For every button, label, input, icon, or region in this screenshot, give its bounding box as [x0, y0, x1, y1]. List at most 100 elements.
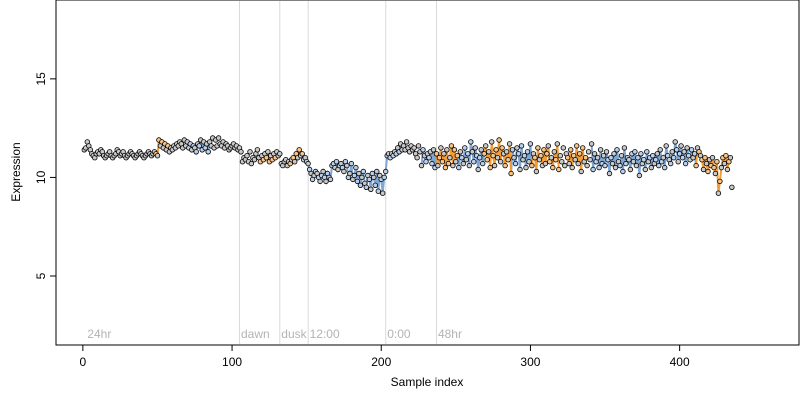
data-point: [415, 143, 422, 149]
data-point: [511, 154, 517, 161]
data-point: [636, 172, 643, 179]
data-point: [299, 151, 305, 157]
data-point: [441, 151, 447, 157]
data-point: [433, 151, 440, 157]
data-point: [632, 149, 638, 155]
section-label-1: dawn: [241, 327, 270, 341]
data-point: [263, 154, 270, 161]
data-point: [727, 154, 734, 161]
data-point: [557, 152, 563, 159]
data-point: [668, 160, 674, 167]
data-point: [518, 143, 525, 149]
data-point: [490, 152, 496, 159]
data-point: [503, 149, 510, 155]
data-point: [383, 168, 389, 175]
section-labels: 24hr dawn dusk 12:00 0:00 48hr: [87, 327, 462, 341]
data-point: [430, 147, 437, 153]
x-tick-label-4: 400: [670, 355, 690, 369]
x-axis-label: Sample index: [391, 375, 464, 389]
data-point: [496, 137, 502, 143]
data-point: [359, 174, 365, 181]
data-point: [517, 166, 523, 173]
data-point: [580, 145, 586, 151]
data-point: [626, 156, 632, 163]
y-tick-label-1: 10: [34, 170, 48, 184]
data-point: [484, 156, 490, 163]
data-point: [380, 190, 386, 196]
y-axis: 5 10 15: [34, 72, 57, 279]
data-point: [465, 151, 471, 157]
x-tick-label-0: 0: [80, 355, 87, 369]
data-point: [505, 156, 511, 163]
data-point: [614, 147, 620, 153]
data-point: [527, 141, 534, 147]
data-point: [560, 145, 566, 151]
data-point: [481, 151, 487, 157]
data-point: [445, 160, 452, 167]
data-point: [477, 154, 483, 161]
data-point: [617, 162, 623, 169]
data-point: [650, 152, 656, 159]
data-point: [360, 168, 366, 175]
data-point: [514, 145, 520, 151]
data-point: [594, 154, 601, 161]
data-point: [656, 162, 662, 169]
data-point: [703, 160, 710, 167]
data-point: [714, 158, 720, 165]
data-point: [641, 156, 647, 163]
data-point: [454, 152, 460, 159]
data-point: [372, 182, 378, 188]
data-point: [700, 166, 707, 173]
data-point: [587, 156, 593, 163]
data-point: [545, 143, 551, 149]
data-point: [154, 152, 161, 159]
x-tick-label-1: 100: [222, 355, 242, 369]
data-point: [347, 170, 353, 177]
data-point: [559, 158, 565, 165]
data-point: [251, 156, 258, 163]
data-point: [663, 143, 669, 149]
data-point: [442, 164, 449, 171]
data-point: [538, 152, 544, 159]
data-point: [363, 184, 369, 190]
data-point: [493, 147, 499, 153]
data-point: [502, 162, 508, 169]
data-point: [344, 162, 350, 169]
data-point: [512, 160, 519, 167]
data-point: [196, 143, 202, 149]
data-point: [609, 160, 616, 167]
section-label-4: 0:00: [387, 327, 411, 341]
x-tick-label-2: 200: [371, 355, 391, 369]
data-point: [506, 141, 513, 147]
x-axis: 0 100 200 300 400: [80, 344, 690, 369]
data-point: [657, 147, 663, 153]
data-point: [568, 147, 574, 153]
data-point: [478, 147, 484, 153]
data-points: [81, 135, 735, 196]
data-point: [435, 162, 441, 169]
data-point: [215, 135, 222, 141]
data-point: [333, 158, 340, 165]
data-point: [660, 154, 666, 161]
data-point: [423, 158, 429, 165]
data-point: [554, 141, 560, 147]
data-point: [630, 158, 637, 165]
data-point: [429, 160, 435, 167]
data-point: [323, 178, 329, 185]
data-point: [494, 154, 501, 161]
data-point: [597, 147, 604, 153]
data-point: [483, 143, 489, 149]
section-separators: [239, 1, 437, 344]
data-point: [535, 145, 541, 151]
data-point: [508, 170, 514, 177]
data-point: [348, 160, 355, 167]
data-point: [718, 164, 725, 171]
data-point: [712, 170, 719, 177]
data-point: [621, 145, 628, 151]
data-point: [368, 186, 374, 192]
data-point: [606, 170, 613, 177]
data-point: [515, 151, 522, 157]
data-point: [618, 152, 625, 159]
data-point: [420, 147, 426, 153]
data-point: [456, 164, 462, 171]
